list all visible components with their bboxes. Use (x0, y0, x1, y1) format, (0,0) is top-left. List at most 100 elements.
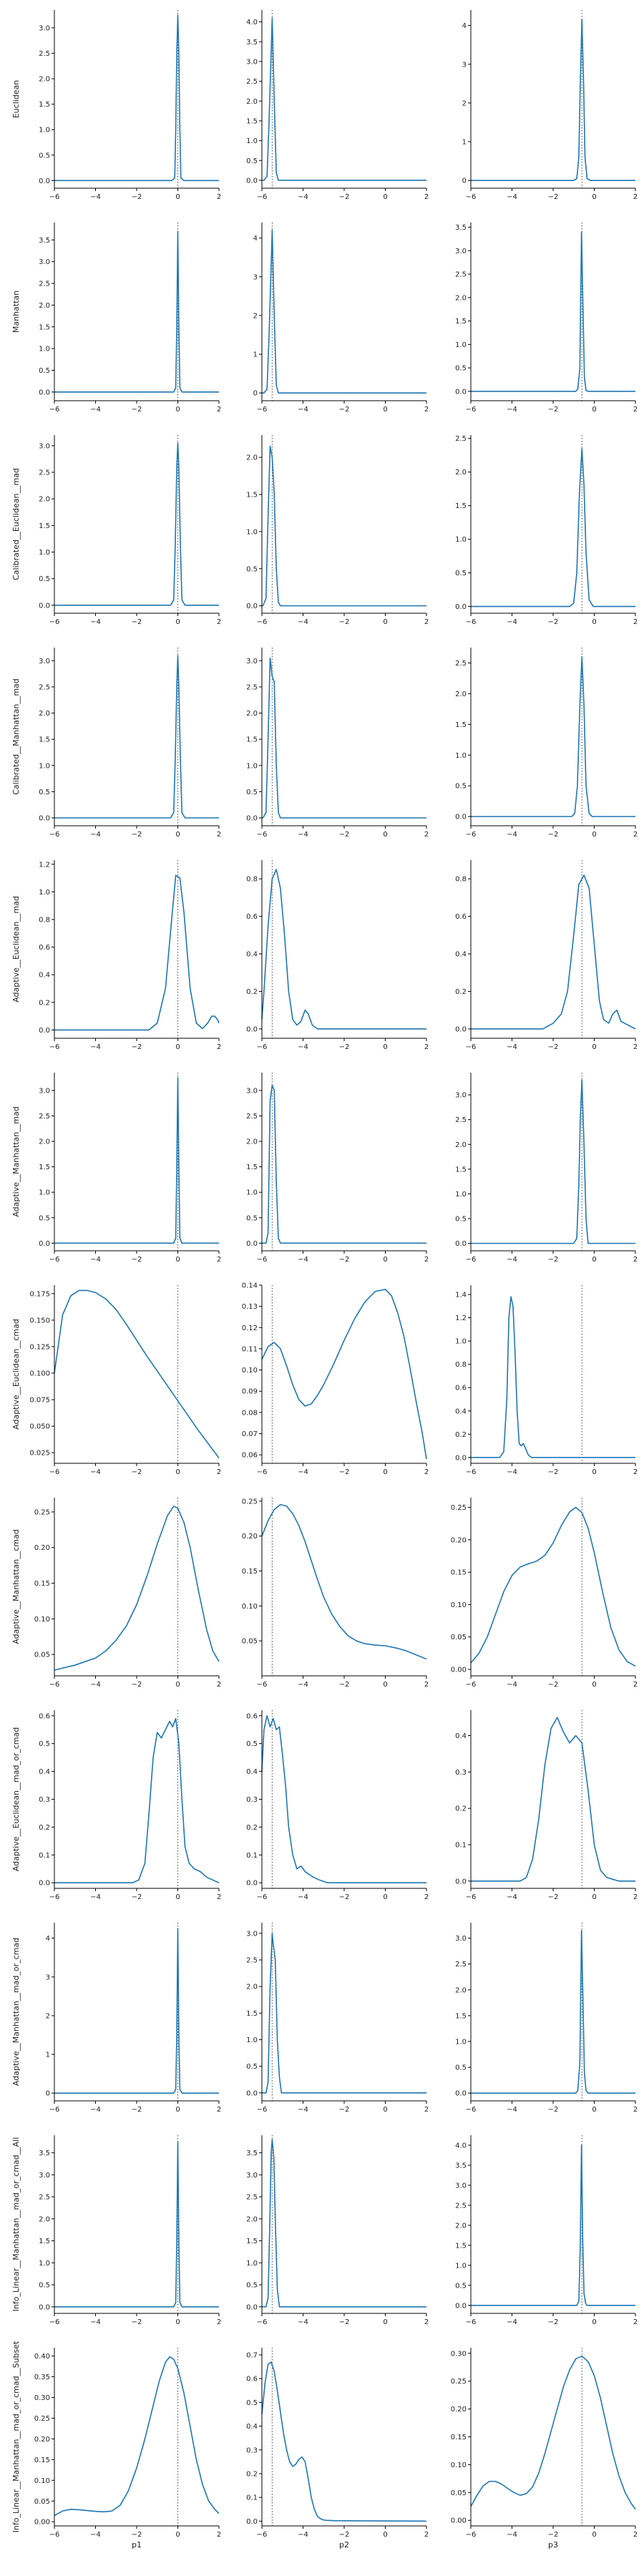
y-tick-label: 0.5 (246, 2399, 258, 2407)
y-tick-label: 3.0 (246, 2172, 258, 2180)
x-tick-label: −6 (49, 1043, 60, 1051)
x-tick-label: 0 (175, 1256, 180, 1264)
y-tick-label: 3.0 (455, 248, 467, 255)
y-tick-label: 1.5 (246, 2010, 258, 2018)
density-curve (262, 1084, 426, 1244)
y-tick-label: 1.5 (455, 502, 467, 510)
y-tick-label: 1.0 (246, 2036, 258, 2044)
y-tick-label: 0.12 (242, 1324, 258, 1332)
row-ylabel: Adaptive__Euclidean__mad_or_cmad (11, 1727, 21, 1871)
subplot-r10-c2: −6 −4 −2 0 2 0.0 0.5 1.0 1.5 2.0 2.5 3.0 3.5 4.0 (455, 2135, 638, 2326)
x-tick-label: −4 (298, 2531, 308, 2539)
y-tick-label: 3.5 (246, 39, 258, 47)
y-tick-label: 0.7 (246, 2351, 258, 2359)
y-tick-label: 0.4 (455, 951, 467, 959)
y-tick-label: 0.0 (246, 2303, 258, 2311)
y-tick-label: 1 (462, 139, 467, 147)
y-tick-label: 0.4 (455, 1732, 467, 1740)
density-curve (261, 1289, 427, 1460)
x-tick-label: −2 (132, 2531, 142, 2539)
x-tick-label: −2 (339, 1681, 350, 1689)
x-tick-label: −6 (257, 618, 268, 626)
x-tick-label: 0 (383, 193, 387, 201)
x-tick-label: 0 (592, 193, 596, 201)
x-tick-label: −6 (466, 618, 477, 626)
y-tick-label: 0.4 (39, 972, 50, 980)
x-tick-label: −4 (90, 1043, 101, 1051)
x-tick-label: 2 (633, 2106, 638, 2114)
y-tick-label: 0.05 (451, 1634, 467, 1641)
y-tick-label: 2.0 (246, 710, 258, 718)
x-tick-label: −6 (466, 2531, 477, 2539)
y-tick-label: 1.5 (246, 736, 258, 744)
x-tick-label: 0 (592, 2531, 596, 2539)
density-curve (471, 874, 636, 1030)
y-tick-label: 1.0 (246, 2260, 258, 2268)
y-tick-label: 0.05 (34, 1652, 50, 1659)
y-tick-label: 0.15 (451, 1569, 467, 1577)
y-tick-label: 0.00 (451, 1666, 467, 1674)
x-tick-label: −4 (298, 1256, 308, 1264)
y-tick-label: 3.0 (246, 1930, 258, 1938)
x-tick-label: −4 (298, 831, 308, 839)
density-curve (471, 447, 635, 608)
x-tick-label: −2 (339, 618, 350, 626)
subplot-r11-c0: −6 −4 −2 0 2 0.00 0.05 0.10 0.15 0.20 0.25 0.30 0.35… (11, 2341, 221, 2550)
x-tick-label: −6 (49, 2106, 60, 2114)
y-tick-label: 3 (462, 61, 467, 69)
row-ylabel: Calibrated__Manhattan__mad (11, 678, 21, 795)
x-tick-label: −2 (548, 1681, 559, 1689)
y-tick-label: 1.0 (39, 346, 50, 353)
y-tick-label: 0.10 (34, 1616, 50, 1624)
density-curve (54, 874, 220, 1031)
y-tick-label: 0.5 (39, 789, 50, 796)
y-tick-label: 0.0 (39, 389, 50, 396)
y-tick-label: 2.0 (455, 691, 467, 698)
x-tick-label: −6 (49, 2318, 60, 2326)
y-tick-label: 0.3 (246, 1796, 258, 1804)
x-tick-label: −6 (466, 1681, 477, 1689)
y-tick-label: 0.15 (34, 2457, 50, 2464)
subplot-r11-c1: −6 −4 −2 0 2 0.0 0.1 0.2 0.3 0.4 0.5 0.6 0.7 p2 (246, 2348, 429, 2550)
y-tick-label: 0.5 (39, 367, 50, 375)
density-curve (471, 231, 635, 392)
x-tick-label: −2 (132, 193, 142, 201)
density-curve (54, 230, 219, 393)
x-tick-label: −2 (132, 618, 142, 626)
y-tick-label: 0.5 (39, 152, 50, 160)
x-tick-label: −4 (298, 193, 308, 201)
x-tick-label: −2 (548, 618, 559, 626)
x-tick-label: 2 (633, 2531, 638, 2539)
density-curve (470, 2355, 636, 2510)
x-tick-label: −4 (90, 1468, 101, 1476)
y-tick-label: 4 (46, 1935, 50, 1943)
x-tick-label: −2 (132, 1256, 142, 1264)
y-tick-label: 3.0 (39, 658, 50, 665)
y-tick-label: 0.2 (455, 988, 467, 996)
density-curve (262, 657, 426, 819)
y-tick-label: 1.2 (39, 861, 50, 869)
x-tick-label: −4 (90, 1893, 101, 1901)
x-tick-label: −6 (466, 1043, 477, 1051)
y-tick-label: 0.8 (455, 1361, 467, 1369)
y-tick-label: 1.5 (39, 101, 50, 109)
subplot-r9-c1: −6 −4 −2 0 2 0.0 0.5 1.0 1.5 2.0 2.5 3.0 (246, 1923, 429, 2114)
subplot-r8-c2: −6 −4 −2 0 2 0.0 0.1 0.2 0.3 0.4 (455, 1710, 638, 1901)
density-curve (54, 1928, 219, 2094)
x-tick-label: −4 (90, 618, 101, 626)
y-tick-label: 0.10 (451, 2462, 467, 2469)
y-tick-label: 1.0 (455, 1338, 467, 1346)
x-tick-label: −6 (466, 406, 477, 414)
y-tick-label: 0.6 (39, 944, 50, 952)
x-tick-label: −6 (466, 1256, 477, 1264)
subplot-r7-c0: −6 −4 −2 0 2 0.05 0.10 0.15 0.20 0.25 Adaptive__Ma… (11, 1498, 221, 1689)
y-tick-label: 1.0 (39, 549, 50, 557)
y-tick-label: 0.00 (451, 2517, 467, 2525)
y-tick-label: 0.1 (39, 1852, 50, 1860)
y-tick-label: 2.5 (455, 2202, 467, 2210)
x-tick-label: −4 (507, 1043, 517, 1051)
y-tick-label: 1.4 (455, 1292, 467, 1299)
y-tick-label: 0.5 (246, 565, 258, 573)
y-tick-label: 0.25 (451, 1504, 467, 1512)
y-tick-label: 2.5 (39, 1113, 50, 1121)
